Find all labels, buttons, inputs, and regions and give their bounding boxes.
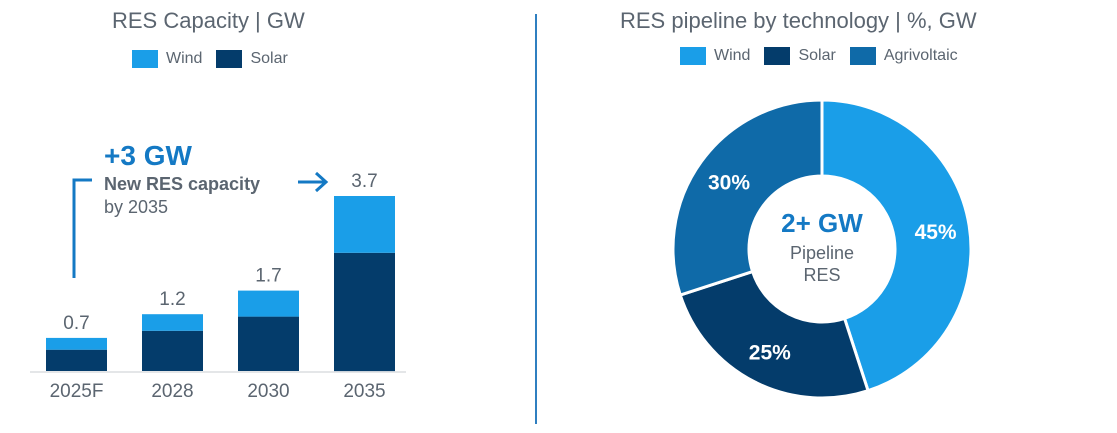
legend-item-solar-pipeline: Solar bbox=[764, 47, 836, 65]
donut-slice-label-wind: 45% bbox=[915, 221, 957, 244]
donut-slice-label-agrivoltaic: 30% bbox=[708, 171, 750, 194]
donut-center-line2: RES bbox=[803, 265, 841, 285]
legend-label-agrivoltaic: Agrivoltaic bbox=[883, 47, 958, 64]
legend-swatch-wind bbox=[132, 50, 158, 68]
legend-swatch-solar bbox=[216, 50, 243, 68]
capacity-bar-chart: 0.7 2025F 1.2 2028 1.7 2030 3.7 2035 bbox=[30, 171, 406, 402]
x-tick-label: 2030 bbox=[247, 381, 289, 402]
bar-total-label: 3.7 bbox=[351, 171, 377, 192]
donut-slice-solar bbox=[678, 269, 870, 400]
legend-swatch-agrivoltaic bbox=[849, 47, 876, 65]
x-tick-label: 2025F bbox=[50, 381, 104, 402]
bar-solar-2025f bbox=[46, 349, 107, 371]
bar-total-label: 1.7 bbox=[255, 266, 281, 287]
legend-swatch-wind-pipeline bbox=[680, 47, 706, 65]
bar-total-label: 1.2 bbox=[159, 289, 185, 310]
bar-wind-2028 bbox=[142, 314, 203, 331]
capacity-chart-title: RES Capacity | GW bbox=[112, 8, 305, 33]
legend-item-agrivoltaic: Agrivoltaic bbox=[849, 47, 958, 65]
bar-wind-2025f bbox=[46, 337, 107, 350]
x-tick-label: 2035 bbox=[343, 381, 385, 402]
donut-center-headline: 2+ GW bbox=[781, 208, 863, 238]
callout-headline: +3 GW bbox=[104, 140, 192, 171]
bar-solar-2035 bbox=[334, 252, 395, 372]
capacity-legend: Wind Solar bbox=[132, 50, 302, 68]
callout-line2: by 2035 bbox=[104, 197, 169, 217]
bar-wind-2030 bbox=[238, 290, 299, 317]
bar-solar-2030 bbox=[238, 316, 299, 371]
legend-label-wind-pipeline: Wind bbox=[714, 47, 751, 64]
legend-item-wind-pipeline: Wind bbox=[680, 47, 750, 65]
legend-item-wind: Wind bbox=[132, 50, 202, 68]
legend-label-solar-pipeline: Solar bbox=[798, 47, 836, 64]
pipeline-legend: Wind Solar Agrivoltaic bbox=[680, 47, 972, 65]
x-tick-label: 2028 bbox=[151, 381, 193, 402]
bar-wind-2035 bbox=[334, 196, 395, 253]
legend-item-solar: Solar bbox=[216, 50, 288, 68]
legend-label-wind: Wind bbox=[166, 50, 203, 67]
legend-label-solar: Solar bbox=[250, 50, 288, 67]
donut-center-line1: Pipeline bbox=[789, 243, 855, 263]
callout-line1: New RES capacity bbox=[104, 174, 261, 194]
pipeline-chart-title: RES pipeline by technology | %, GW bbox=[620, 8, 977, 33]
callout-arrow-icon bbox=[314, 171, 329, 193]
legend-swatch-solar-pipeline bbox=[764, 47, 791, 65]
callout-bracket bbox=[72, 178, 92, 278]
bar-total-label: 0.7 bbox=[63, 313, 89, 334]
donut-slice-label-solar: 25% bbox=[749, 342, 791, 365]
panel-divider bbox=[535, 14, 537, 424]
bar-solar-2028 bbox=[142, 330, 203, 371]
